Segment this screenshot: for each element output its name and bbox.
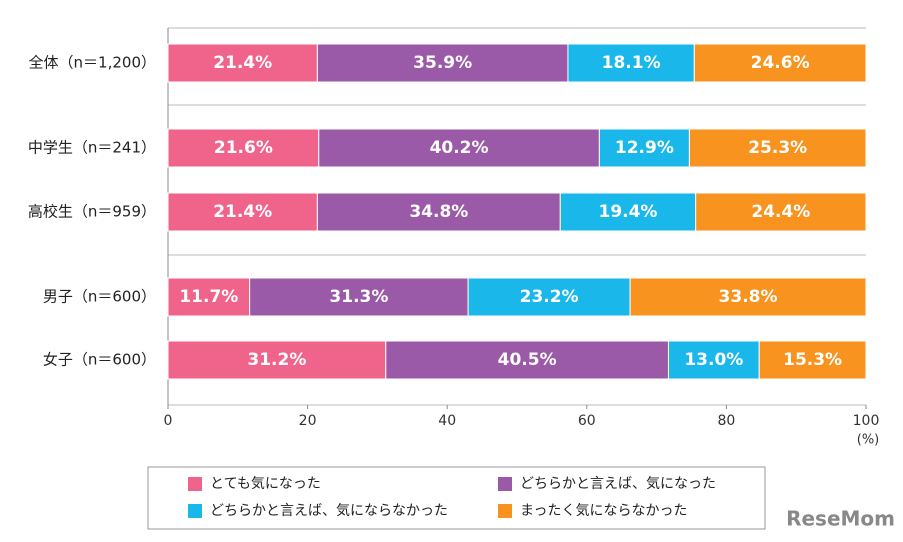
bar-segment [467,277,631,317]
value-label: 21.4% [213,202,272,222]
legend-swatch [498,504,512,518]
bar-segment [695,192,867,232]
value-label: 12.9% [615,138,674,158]
value-label: 25.3% [748,138,807,158]
bar-segment [167,340,387,380]
value-label: 31.2% [247,350,306,370]
value-label: 24.4% [751,202,810,222]
bar-segment [688,128,867,168]
legend-swatch [498,477,512,491]
legend-swatch [188,504,202,518]
x-tick-label: 20 [299,413,317,429]
value-label: 24.6% [751,53,810,73]
legend-swatch [188,477,202,491]
value-label: 35.9% [413,53,472,73]
x-tick-label: 100 [853,413,880,429]
bar-segment [249,277,469,317]
bar-segment [167,192,318,232]
bar-segment [567,43,695,83]
legend-label: とても気になった [210,476,321,492]
value-label: 15.3% [783,350,842,370]
value-label: 11.7% [179,287,238,307]
value-label: 18.1% [602,53,661,73]
y-tick-label: 全体（n＝1,200） [29,54,156,72]
bar-segment [667,340,760,380]
value-label: 40.5% [498,350,557,370]
value-label: 21.6% [214,138,273,158]
bar-segment [758,340,867,380]
bar-segment [559,192,697,232]
watermark: ReseMom [786,507,895,531]
bar-segment [385,340,669,380]
x-tick-label: 60 [578,413,596,429]
value-label: 13.0% [684,350,743,370]
value-label: 33.8% [719,287,778,307]
y-tick-label: 男子（n＝600） [43,288,156,306]
value-label: 31.3% [329,287,388,307]
value-label: 40.2% [430,138,489,158]
value-label: 34.8% [409,202,468,222]
y-tick-label: 女子（n＝600） [43,351,156,369]
x-unit: (%) [857,433,880,448]
x-tick-label: 80 [717,413,735,429]
bar-segment [167,277,251,317]
legend-label: どちらかと言えば、気にならなかった [210,503,448,519]
bar-segment [318,128,600,168]
y-tick-label: 高校生（n＝959） [28,203,156,221]
x-tick-label: 40 [438,413,456,429]
bar-segment [167,43,318,83]
value-label: 21.4% [213,53,272,73]
legend-label: まったく気にならなかった [520,503,687,519]
y-tick-label: 中学生（n＝241） [28,139,156,157]
value-label: 23.2% [520,287,579,307]
bar-segment [693,43,867,83]
x-tick-label: 0 [164,413,173,429]
bar-segment [629,277,867,317]
bar-segment [316,192,561,232]
bar-segment [167,128,320,168]
legend-label: どちらかと言えば、気になった [520,476,716,492]
value-label: 19.4% [598,202,657,222]
legend-box [147,466,766,530]
